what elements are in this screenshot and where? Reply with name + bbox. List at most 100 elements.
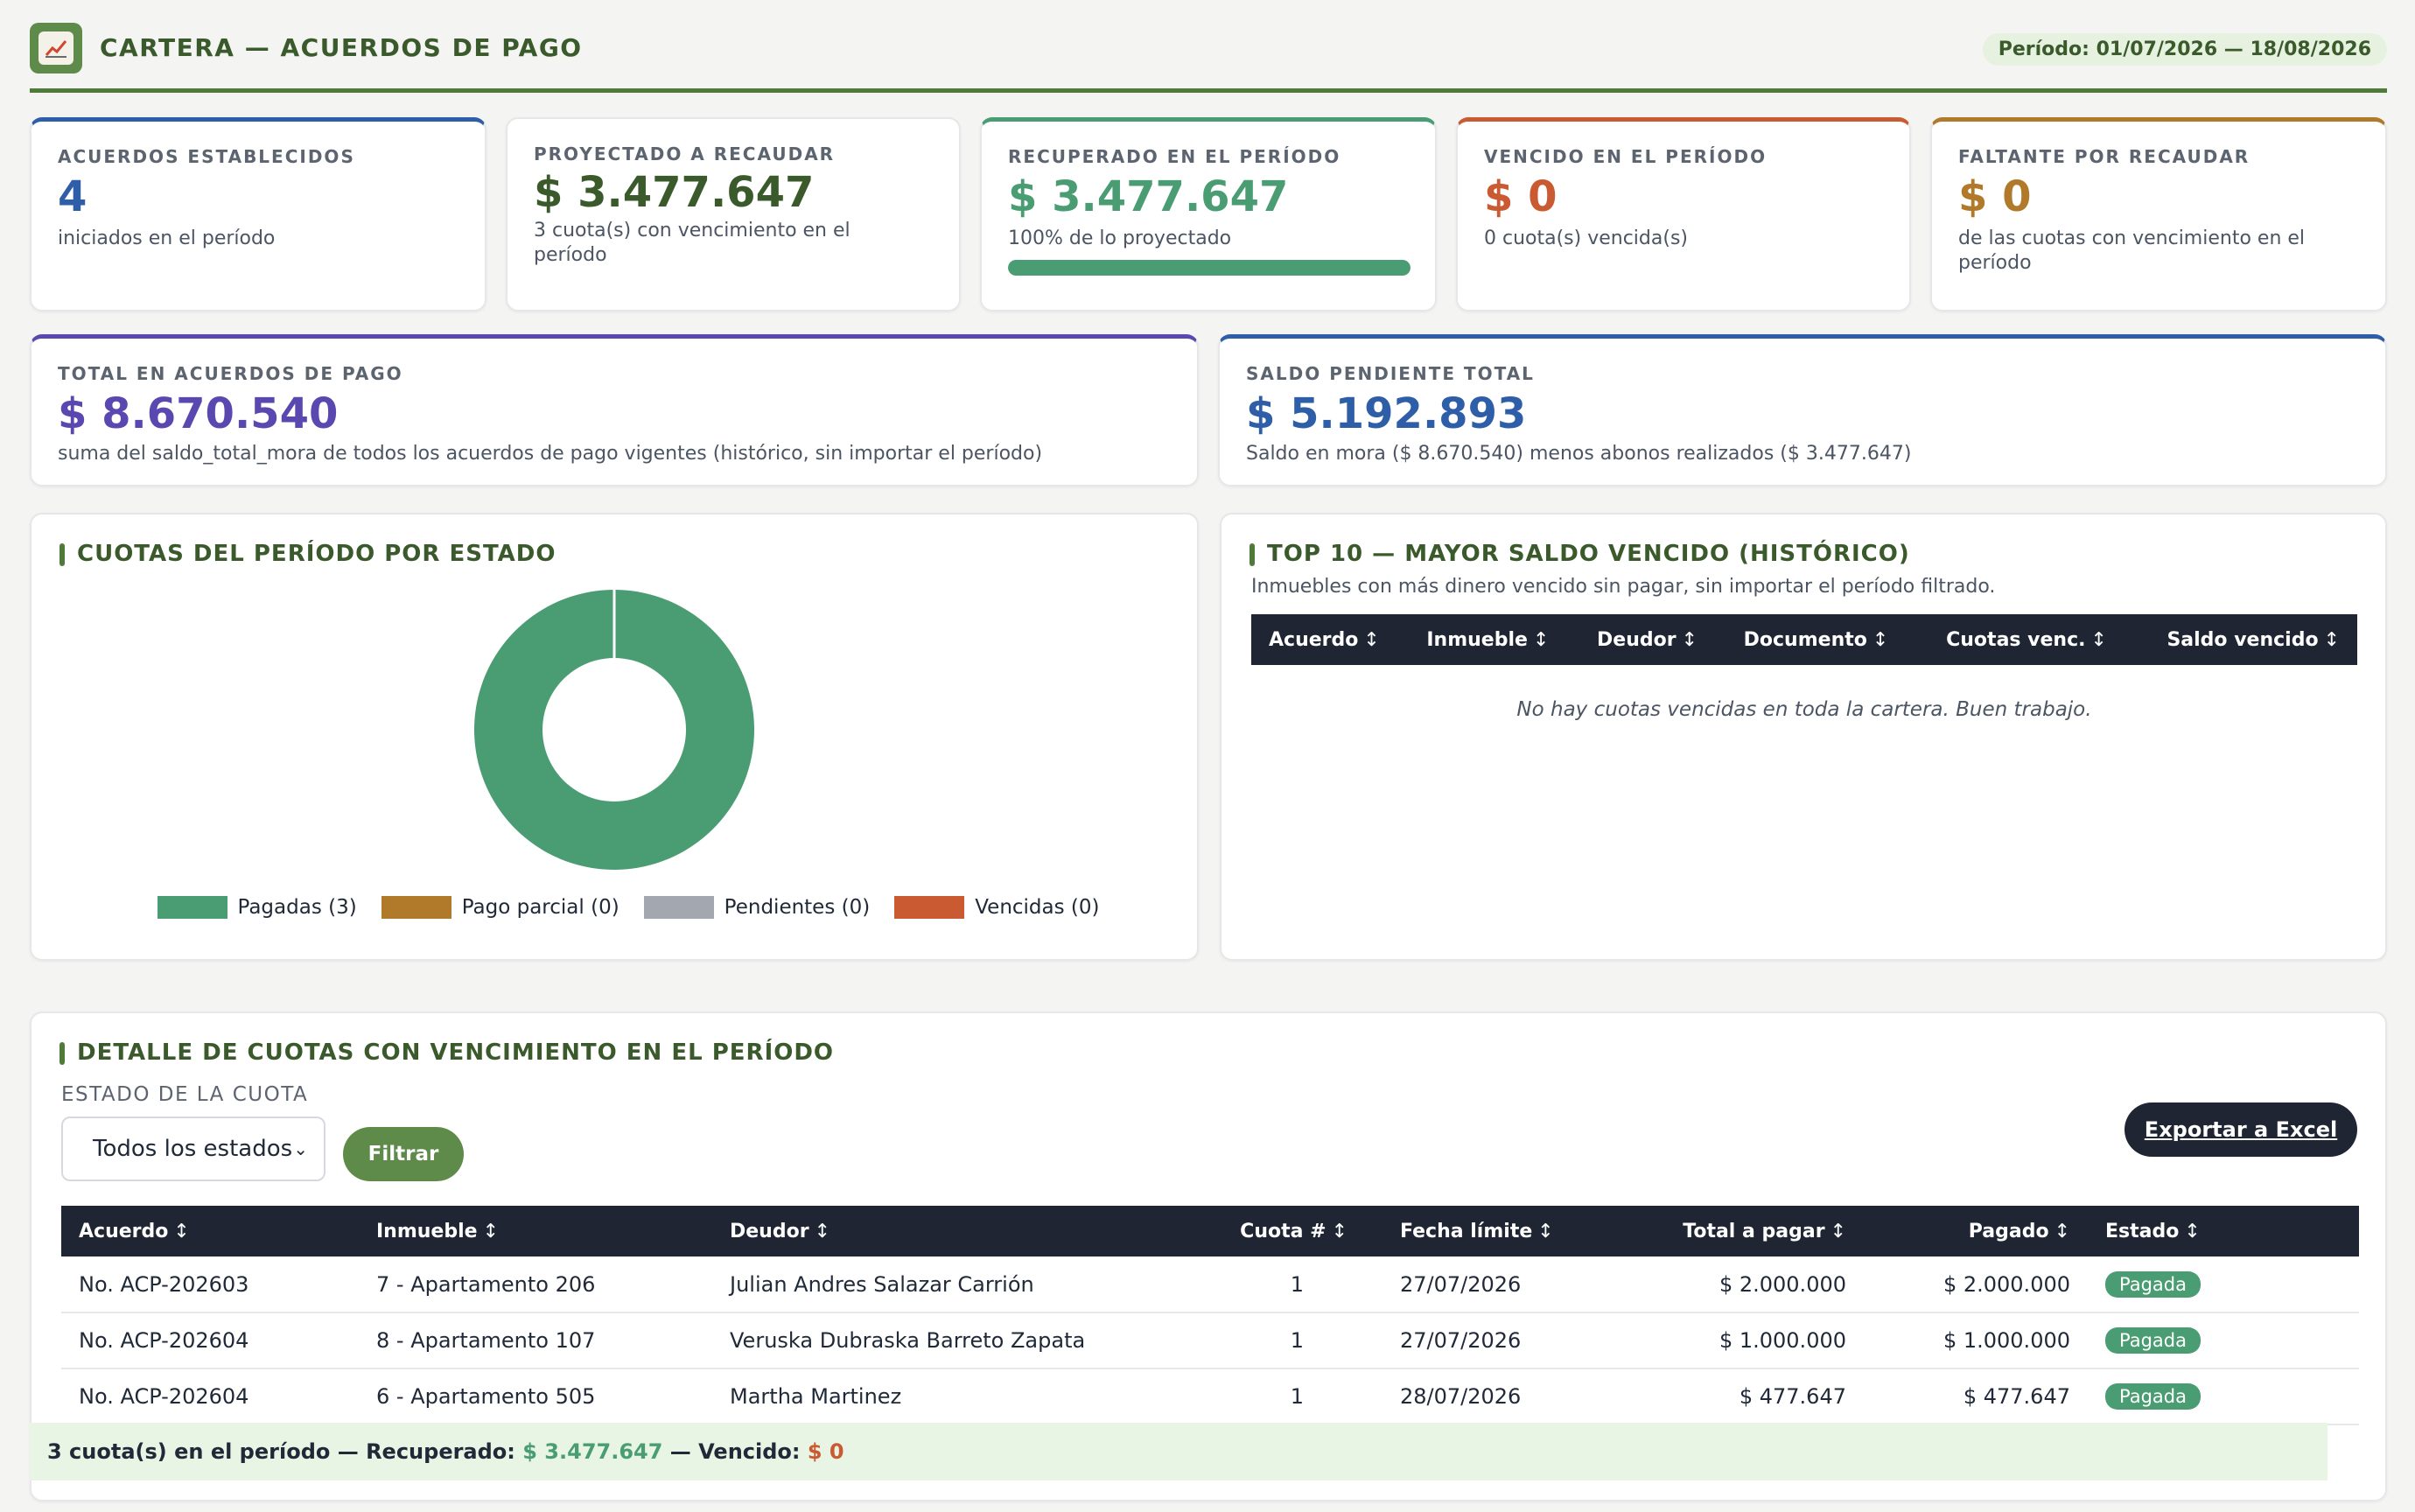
kpi-sub: 3 cuota(s) con vencimiento en el período (534, 220, 850, 266)
section-title: TOP 10 — MAYOR SALDO VENCIDO (HISTÓRICO) (1250, 541, 1910, 567)
kpi-label: FALTANTE POR RECAUDAR (1958, 146, 2250, 167)
kpi-value: 4 (58, 172, 88, 221)
kpi-card-faltante: FALTANTE POR RECAUDAR $ 0 de las cuotas … (1930, 117, 2387, 312)
sort-icon: ↕ (1537, 1220, 1554, 1242)
select-value: Todos los estados (93, 1136, 293, 1162)
col-fecha[interactable]: Fecha límite ↕ (1400, 1220, 1554, 1242)
section-subtitle: Inmuebles con más dinero vencido sin pag… (1251, 576, 1996, 598)
cell-total: $ 477.647 (1610, 1368, 1864, 1425)
cell-pagado: $ 1.000.000 (1864, 1312, 2088, 1369)
empty-message: No hay cuotas vencidas en toda la carter… (1516, 698, 2092, 721)
sort-icon: ↕ (2054, 1220, 2070, 1242)
kpi-value: $ 0 (1484, 172, 1558, 221)
col-acuerdo[interactable]: Acuerdo ↕ (79, 1220, 190, 1242)
table-row: No. ACP-202604 8 - Apartamento 107 Verus… (61, 1312, 2359, 1369)
status-badge: Pagada (2105, 1383, 2201, 1410)
col-inmueble[interactable]: Inmueble ↕ (1426, 628, 1550, 651)
cell-pagado: $ 2.000.000 (1864, 1256, 2088, 1313)
summary-overdue: $ 0 (807, 1439, 844, 1464)
col-saldo-vencido[interactable]: Saldo vencido ↕ (2166, 628, 2340, 651)
cell-deudor: Veruska Dubraska Barreto Zapata (712, 1312, 1202, 1369)
top10-panel: TOP 10 — MAYOR SALDO VENCIDO (HISTÓRICO)… (1220, 513, 2387, 961)
progress-fill (1008, 260, 1410, 276)
cell-total: $ 2.000.000 (1610, 1256, 1864, 1313)
cell-deudor: Julian Andres Salazar Carrión (712, 1256, 1202, 1313)
status-badge: Pagada (2105, 1327, 2201, 1354)
top10-table: Acuerdo ↕ Inmueble ↕ Deudor ↕ Documento ↕ Cu… (1251, 614, 2357, 665)
legend-item-pago-parcial[interactable]: Pago parcial (0) (381, 896, 620, 919)
kpi-sub: 0 cuota(s) vencida(s) (1484, 228, 1688, 249)
top10-table-wrapper: Acuerdo ↕ Inmueble ↕ Deudor ↕ Documento ↕ Cu… (1251, 614, 2357, 721)
detail-summary-row: 3 cuota(s) en el período — Recuperado: $… (30, 1423, 2328, 1480)
status-chart-panel: CUOTAS DEL PERÍODO POR ESTADO Pagadas (3… (30, 513, 1199, 961)
col-total[interactable]: Total a pagar ↕ (1683, 1220, 1846, 1242)
status-donut-chart (473, 590, 754, 870)
cell-pagado: $ 477.647 (1864, 1368, 2088, 1425)
col-documento[interactable]: Documento ↕ (1743, 628, 1889, 651)
col-acuerdo[interactable]: Acuerdo ↕ (1269, 628, 1380, 651)
kpi-sub: iniciados en el período (58, 228, 276, 249)
legend-label: Vencidas (0) (975, 896, 1100, 919)
sort-icon: ↕ (2184, 1220, 2201, 1242)
donut-slice-pagadas (473, 590, 754, 870)
kpi-sub: de las cuotas con vencimiento en el perí… (1958, 228, 2306, 274)
cell-inmueble: 7 - Apartamento 206 (359, 1256, 712, 1313)
legend-swatch (643, 896, 714, 919)
kpi-value: $ 5.192.893 (1246, 389, 1527, 438)
filter-button[interactable]: Filtrar (343, 1127, 464, 1181)
kpi-sub: 100% de lo proyectado (1008, 228, 1232, 249)
summary-mid: — Vencido: (669, 1439, 801, 1464)
cell-cuota: 1 (1202, 1312, 1365, 1369)
legend-label: Pago parcial (0) (461, 896, 620, 919)
col-deudor[interactable]: Deudor ↕ (730, 1220, 830, 1242)
col-cuota[interactable]: Cuota # ↕ (1240, 1220, 1348, 1242)
cell-fecha: 28/07/2026 (1365, 1368, 1610, 1425)
legend-swatch (894, 896, 965, 919)
legend-item-pendientes[interactable]: Pendientes (0) (643, 896, 870, 919)
col-cuotas-venc[interactable]: Cuotas venc. ↕ (1946, 628, 2107, 651)
legend-swatch (381, 896, 452, 919)
cell-acuerdo: No. ACP-202604 (61, 1368, 359, 1425)
cell-total: $ 1.000.000 (1610, 1312, 1864, 1369)
top10-header-row: Acuerdo ↕ Inmueble ↕ Deudor ↕ Documento ↕ Cu… (1251, 614, 2357, 665)
legend-item-pagadas[interactable]: Pagadas (3) (157, 896, 357, 919)
detail-table-wrapper: Acuerdo ↕ Inmueble ↕ Deudor ↕ Cuota # ↕ Fech… (61, 1206, 2359, 1425)
sort-icon: ↕ (814, 1220, 830, 1242)
sort-icon: ↕ (2090, 628, 2107, 651)
kpi-card-recuperado: RECUPERADO EN EL PERÍODO $ 3.477.647 100… (980, 117, 1437, 312)
detail-panel: DETALLE DE CUOTAS CON VENCIMIENTO EN EL … (30, 1012, 2387, 1502)
col-estado[interactable]: Estado ↕ (2105, 1220, 2201, 1242)
estado-select[interactable]: Todos los estados ⌄ (61, 1116, 326, 1181)
status-badge: Pagada (2105, 1270, 2201, 1298)
cell-fecha: 27/07/2026 (1365, 1256, 1610, 1313)
sort-icon: ↕ (1830, 1220, 1846, 1242)
cell-estado: Pagada (2088, 1256, 2359, 1313)
col-deudor[interactable]: Deudor ↕ (1597, 628, 1698, 651)
kpi-value: $ 3.477.647 (1008, 172, 1289, 221)
kpi-label: SALDO PENDIENTE TOTAL (1246, 363, 1535, 384)
kpi-label: PROYECTADO A RECAUDAR (534, 144, 836, 164)
section-title: CUOTAS DEL PERÍODO POR ESTADO (60, 541, 556, 567)
detail-table: Acuerdo ↕ Inmueble ↕ Deudor ↕ Cuota # ↕ Fech… (61, 1206, 2359, 1425)
cell-fecha: 27/07/2026 (1365, 1312, 1610, 1369)
kpi-value: $ 8.670.540 (58, 389, 339, 438)
col-inmueble[interactable]: Inmueble ↕ (376, 1220, 500, 1242)
col-pagado[interactable]: Pagado ↕ (1968, 1220, 2070, 1242)
cell-deudor: Martha Martinez (712, 1368, 1202, 1425)
sort-icon: ↕ (482, 1220, 500, 1242)
cell-acuerdo: No. ACP-202603 (61, 1256, 359, 1313)
kpi-label: TOTAL EN ACUERDOS DE PAGO (58, 363, 403, 384)
chevron-down-icon: ⌄ (293, 1138, 308, 1159)
kpi-card-vencido: VENCIDO EN EL PERÍODO $ 0 0 cuota(s) ven… (1456, 117, 1911, 312)
section-title: DETALLE DE CUOTAS CON VENCIMIENTO EN EL … (60, 1040, 834, 1066)
sort-icon: ↕ (1532, 628, 1550, 651)
page-title: CARTERA — ACUERDOS DE PAGO (100, 33, 583, 62)
period-badge: Período: 01/07/2026 — 18/08/2026 (1982, 33, 2387, 66)
table-row: No. ACP-202603 7 - Apartamento 206 Julia… (61, 1256, 2359, 1313)
legend-swatch (157, 896, 228, 919)
export-excel-button[interactable]: Exportar a Excel (2124, 1102, 2357, 1157)
sort-icon: ↕ (1331, 1220, 1348, 1242)
recovery-progress-bar (1008, 260, 1410, 276)
legend-item-vencidas[interactable]: Vencidas (0) (894, 896, 1100, 919)
kpi-value: $ 3.477.647 (534, 168, 815, 217)
